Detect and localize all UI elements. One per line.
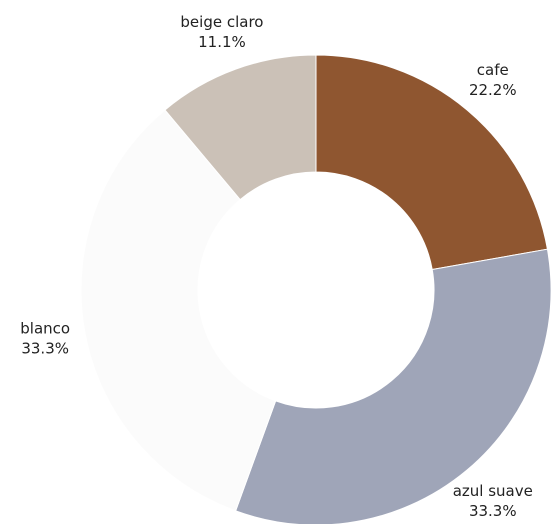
donut-segment <box>164 54 317 201</box>
segment-label: beige claro <box>180 13 263 31</box>
segment-value-label: 11.1% <box>198 33 246 51</box>
segment-value-label: 22.2% <box>469 81 517 99</box>
donut-segment <box>234 248 552 524</box>
segment-value-label: 33.3% <box>469 502 517 520</box>
donut-segment <box>80 109 277 512</box>
segment-label: cafe <box>477 61 509 79</box>
segment-label: azul suave <box>453 482 533 500</box>
segment-label: blanco <box>20 319 70 337</box>
segment-value-label: 33.3% <box>21 339 69 357</box>
donut-segment <box>315 54 549 271</box>
